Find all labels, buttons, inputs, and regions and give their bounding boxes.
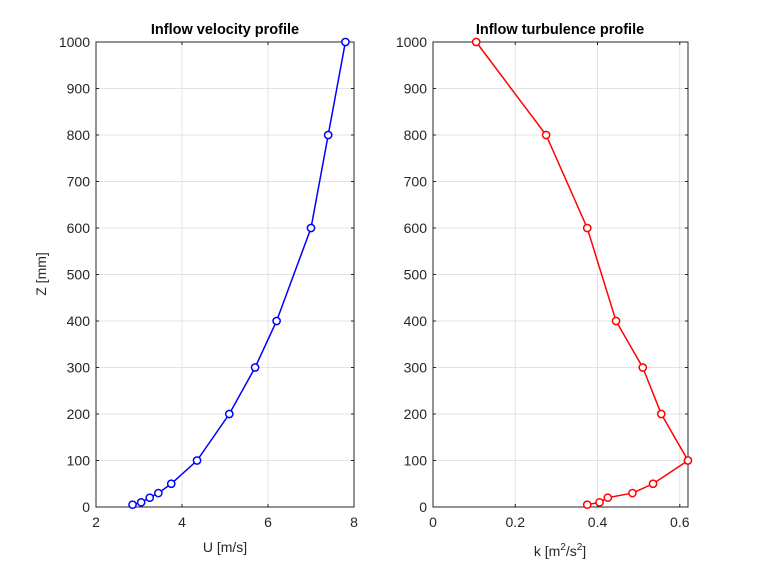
velocity-ytick-label: 100 (67, 453, 91, 469)
turbulence-panel: 0 100 200 300 400 500 600 700 800 900 1000 0 0.2 0.4 0… (396, 22, 693, 559)
turbulence-data-point (471, 37, 481, 47)
turbulence-ytick-label: 900 (404, 81, 428, 97)
turbulence-x-axis-label: k [m2/s2] (534, 542, 586, 559)
turbulence-data-point (603, 493, 613, 503)
turbulence-ytick-label: 700 (404, 174, 428, 190)
velocity-data-point (224, 409, 234, 419)
turbulence-ytick-label: 1000 (396, 34, 427, 50)
velocity-data-point (136, 498, 146, 507)
turbulence-data-point (656, 409, 666, 419)
turbulence-data-point (582, 500, 592, 510)
turbulence-xtick-label: 0.4 (588, 514, 608, 530)
velocity-ytick-label: 600 (67, 220, 91, 236)
turbulence-ytick-label: 0 (419, 499, 427, 515)
velocity-data-point (154, 488, 163, 498)
velocity-data-point (323, 130, 333, 140)
velocity-data-point (341, 37, 350, 47)
velocity-ytick-label: 1000 (59, 34, 90, 50)
turbulence-data-point (582, 223, 592, 233)
turbulence-ticks: 0 100 200 300 400 500 600 700 800 900 1000 0 0.2 0.4 0… (396, 34, 690, 530)
velocity-data-point (192, 456, 202, 465)
velocity-xtick-label: 4 (178, 514, 186, 530)
velocity-ytick-label: 200 (67, 406, 91, 422)
turbulence-data-point (611, 316, 621, 326)
turbulence-ytick-label: 300 (404, 360, 428, 376)
velocity-ytick-label: 400 (67, 313, 91, 329)
velocity-panel: 0 100 200 300 400 500 600 700 800 900 1000 2 4 6 8 Inf… (33, 22, 358, 555)
turbulence-data-point (683, 456, 693, 465)
velocity-ytick-label: 700 (67, 174, 91, 190)
turbulence-data-point (595, 498, 604, 507)
velocity-data-point (250, 363, 260, 372)
turbulence-xtick-label: 0.6 (670, 514, 690, 530)
velocity-data-point (145, 493, 155, 503)
velocity-xtick-label: 8 (350, 514, 358, 530)
velocity-data-point (306, 223, 316, 233)
velocity-ytick-label: 0 (82, 499, 90, 515)
turbulence-ytick-label: 200 (404, 406, 428, 422)
turbulence-ytick-label: 400 (404, 313, 428, 329)
turbulence-chart-title: Inflow turbulence profile (476, 22, 644, 38)
turbulence-series (471, 37, 693, 510)
velocity-ytick-label: 800 (67, 127, 91, 143)
velocity-data-point (272, 316, 281, 326)
turbulence-ytick-label: 800 (404, 127, 428, 143)
velocity-data-point (128, 500, 137, 510)
turbulence-xtick-label: 0.2 (506, 514, 526, 530)
velocity-x-axis-label: U [m/s] (203, 539, 247, 555)
turbulence-ytick-label: 500 (404, 267, 428, 283)
velocity-xtick-label: 6 (264, 514, 272, 530)
velocity-ytick-label: 500 (67, 267, 91, 283)
velocity-chart-title: Inflow velocity profile (151, 22, 299, 38)
velocity-ytick-label: 300 (67, 360, 91, 376)
velocity-series (128, 37, 350, 510)
turbulence-data-point (638, 363, 648, 372)
velocity-ticks: 0 100 200 300 400 500 600 700 800 900 1000 2 4 6 8 (59, 34, 358, 530)
turbulence-data-point (648, 479, 658, 489)
turbulence-ytick-label: 600 (404, 220, 428, 236)
turbulence-ytick-label: 100 (404, 453, 428, 469)
turbulence-data-point (541, 130, 551, 140)
turbulence-data-point (628, 488, 637, 498)
velocity-data-point (166, 479, 176, 489)
turbulence-xtick-label: 0 (429, 514, 437, 530)
velocity-ytick-label: 900 (67, 81, 91, 97)
velocity-y-axis-label: Z [mm] (33, 252, 49, 296)
velocity-xtick-label: 2 (92, 514, 100, 530)
